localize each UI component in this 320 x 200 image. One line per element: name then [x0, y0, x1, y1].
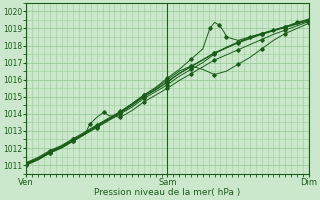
X-axis label: Pression niveau de la mer( hPa ): Pression niveau de la mer( hPa ) [94, 188, 241, 197]
